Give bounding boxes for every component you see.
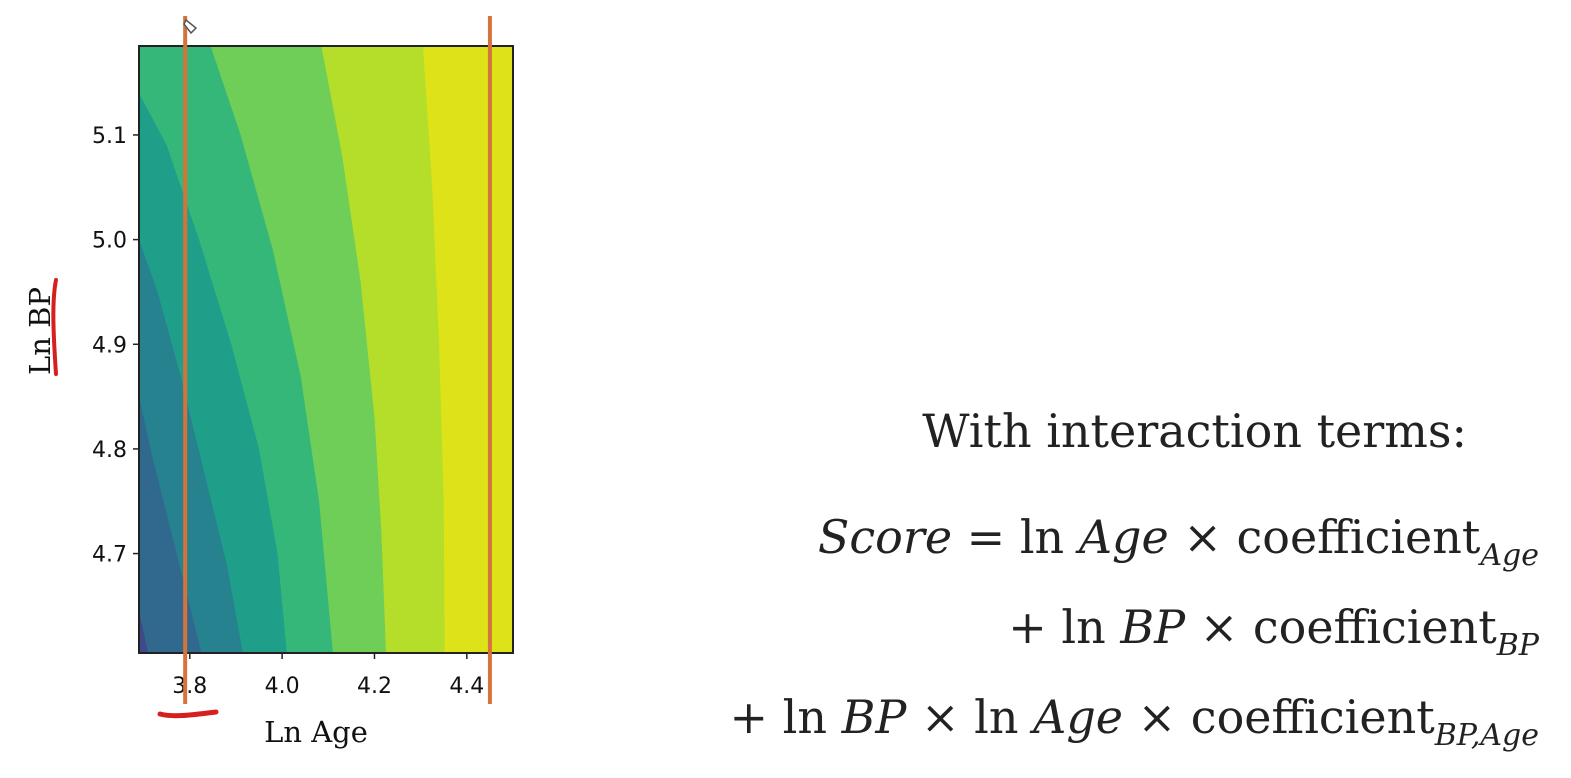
times-coefficient: × coefficient [1123, 690, 1435, 744]
coefficient-subscript-age: Age [1480, 538, 1539, 573]
y-tick-label: 5.1 [92, 124, 127, 149]
equals-ln: = ln [952, 510, 1079, 564]
x-tick-label: 4.4 [449, 674, 484, 699]
age-var: Age [1078, 510, 1169, 564]
times-coefficient: × coefficient [1185, 600, 1497, 654]
equation-line-score: Score = ln Age × coefficientAge [818, 514, 1539, 571]
x-tick-label: 3.8 [172, 674, 207, 699]
equation-heading: With interaction terms: [922, 404, 1467, 458]
x-axis-label: Ln Age [264, 715, 368, 749]
plot-frame [138, 45, 514, 654]
coefficient-subscript-bp-age: BP,Age [1434, 718, 1539, 753]
bp-var: BP [1120, 600, 1186, 654]
y-tick-label: 4.8 [92, 438, 127, 463]
times-ln: × ln [906, 690, 1034, 744]
equation-line-bp: + ln BP × coefficientBP [1008, 604, 1539, 661]
age-var: Age [1033, 690, 1124, 744]
y-axis-label: Ln BP [23, 287, 57, 375]
y-tick-label: 4.9 [92, 333, 127, 358]
y-label-underline-annotation [51, 278, 58, 376]
x-tick-underline-annotation [157, 709, 219, 719]
contour-level-2 [139, 611, 149, 653]
y-tick-label: 4.7 [92, 543, 127, 568]
x-tick-label: 4.2 [357, 674, 392, 699]
x-tick-label: 4.0 [265, 674, 300, 699]
pen-cursor-icon [183, 18, 198, 35]
plus-ln: + ln [729, 690, 842, 744]
y-tick-label: 5.0 [92, 229, 127, 254]
times-coefficient: × coefficient [1168, 510, 1481, 564]
contour-level-3 [139, 396, 202, 653]
plus-ln: + ln [1008, 600, 1121, 654]
bp-var: BP [841, 690, 907, 744]
coefficient-subscript-bp: BP [1496, 628, 1539, 663]
equation-line-interaction: + ln BP × ln Age × coefficientBP,Age [729, 694, 1539, 751]
score-term: Score [817, 510, 953, 564]
contour-chart: 3.8 4.0 4.2 4.4 4.7 4.8 4.9 5.0 5.1 Ln Age Ln BP [23, 16, 514, 749]
